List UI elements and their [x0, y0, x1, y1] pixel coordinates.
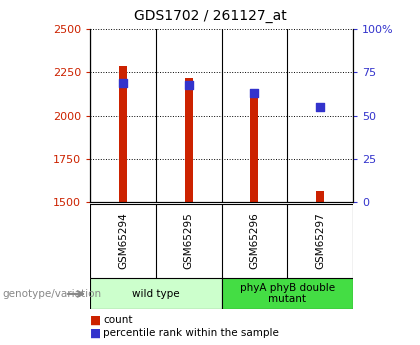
Text: ■: ■: [90, 314, 101, 327]
Text: wild type: wild type: [132, 289, 180, 298]
Text: GSM65294: GSM65294: [118, 212, 128, 269]
Text: count: count: [103, 315, 132, 325]
Bar: [250, 90, 258, 202]
Point: [251, 90, 258, 96]
Text: GSM65296: GSM65296: [249, 212, 260, 269]
Text: GDS1702 / 261127_at: GDS1702 / 261127_at: [134, 9, 286, 23]
Bar: [119, 66, 127, 202]
Bar: [316, 191, 324, 202]
Point: [120, 80, 126, 86]
Text: GSM65295: GSM65295: [184, 212, 194, 269]
Text: ■: ■: [90, 326, 101, 339]
Point: [317, 104, 323, 110]
Point: [185, 82, 192, 87]
Text: phyA phyB double
mutant: phyA phyB double mutant: [240, 283, 335, 304]
Bar: [185, 78, 193, 202]
Bar: [90, 278, 222, 309]
Text: genotype/variation: genotype/variation: [2, 289, 101, 299]
Text: GSM65297: GSM65297: [315, 212, 325, 269]
Text: percentile rank within the sample: percentile rank within the sample: [103, 328, 279, 338]
Bar: [222, 278, 353, 309]
